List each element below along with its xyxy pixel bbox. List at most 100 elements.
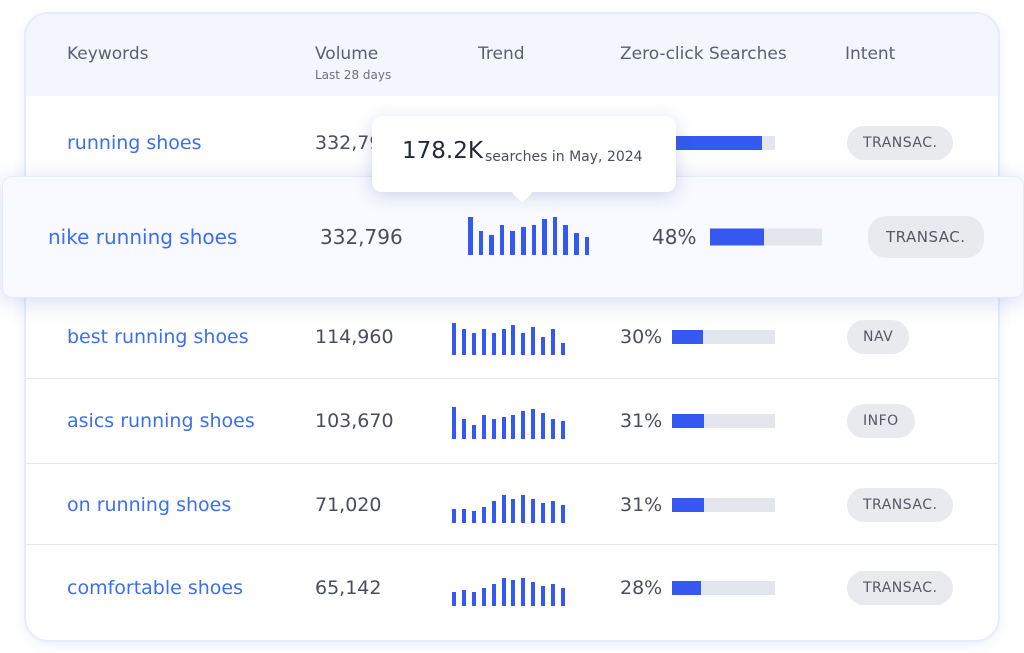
trend-bar [574,233,579,255]
intent-badge: NAV [847,320,910,354]
trend-bar [531,582,536,606]
trend-bar [501,417,506,439]
intent-badge: TRANSAC. [868,216,984,258]
trend-bar [560,421,565,439]
trend-bar [471,511,476,523]
trend-bar [468,217,473,255]
trend-bar [521,333,526,355]
column-header: Volume [315,44,379,64]
tooltip-text: searches in May, 2024 [485,149,643,165]
trend-bar [551,329,555,355]
trend-bar [499,225,505,255]
zero-click-bar [672,136,762,150]
trend-bar [551,419,555,439]
trend-bar [531,327,536,355]
trend-bar [452,323,456,355]
zero-click-bar [672,414,704,428]
trend-bar [501,329,506,355]
table-header: Keywords Volume Last 28 days Trend Zero-… [26,14,998,96]
trend-bar [491,419,496,439]
trend-bar [471,333,476,355]
trend-bar [510,231,515,255]
zero-click-percent: 28% [620,577,663,599]
trend-bar [521,495,526,523]
tooltip-value: 178.2K [402,138,483,164]
column-header: Keywords [67,44,149,64]
trend-bar [452,592,456,606]
trend-bar [491,501,496,523]
zero-click-bar [710,228,764,246]
trend-bar [541,586,546,606]
zero-click-bar [672,498,704,512]
zero-click-percent: 48% [652,225,697,249]
keyword-link[interactable]: comfortable shoes [67,577,244,599]
volume: 65,142 [315,577,382,599]
trend-bar [563,225,568,255]
row-separator [26,463,998,464]
zero-click-percent: 30% [620,326,663,348]
trend-bar [481,507,486,523]
trend-bar [489,235,494,255]
zero-click-bar [672,330,703,344]
volume: 332,796 [320,225,403,249]
trend-bar [452,509,456,523]
trend-bar [560,588,565,606]
trend-bar [471,592,476,606]
trend-bar [521,578,526,606]
volume: 114,960 [315,326,394,348]
trend-bar [491,333,496,355]
intent-badge: TRANSAC. [847,126,954,160]
trend-bar [511,580,516,606]
trend-bar [551,584,555,606]
keyword-link[interactable]: nike running shoes [48,225,238,249]
trend-bar [491,584,496,606]
trend-bar [521,227,526,255]
trend-bar [471,425,476,439]
trend-bar [511,325,516,355]
trend-bar [481,588,486,606]
trend-bar [531,409,536,439]
intent-badge: INFO [847,404,915,438]
keyword-link[interactable]: running shoes [67,132,202,154]
trend-bar [552,217,558,255]
trend-bar [531,225,537,255]
column-header: Zero-click Searches [620,44,787,64]
trend-bar [452,407,456,439]
trend-bar [542,219,547,255]
trend-bar [511,415,516,439]
tooltip: 178.2K searches in May, 2024 [372,116,676,203]
trend-bar [478,231,484,255]
trend-bar [560,505,565,523]
trend-bar [584,237,590,255]
zero-click-percent: 31% [620,494,663,516]
row-separator [26,378,998,379]
trend-bar [501,578,506,606]
trend-bar [481,415,486,439]
trend-bar [531,499,536,523]
trend-bar [461,419,466,439]
column-note: Last 28 days [315,68,392,82]
trend-bar [551,501,555,523]
trend-bar [541,337,546,355]
trend-bar [461,509,466,523]
volume: 71,020 [315,494,382,516]
intent-badge: TRANSAC. [847,488,954,522]
column-header: Intent [845,44,896,64]
volume: 103,670 [315,410,394,432]
keyword-link[interactable]: asics running shoes [67,410,255,432]
trend-bar [560,343,565,355]
keyword-link[interactable]: best running shoes [67,326,249,348]
zero-click-percent: 31% [620,410,663,432]
column-header: Trend [478,44,525,64]
trend-bar [541,413,546,439]
intent-badge: TRANSAC. [847,571,954,605]
row-separator [26,544,998,545]
trend-bar [461,329,466,355]
trend-bar [511,499,516,523]
zero-click-bar [672,581,701,595]
keyword-link[interactable]: on running shoes [67,494,232,516]
trend-bar [521,411,526,439]
trend-bar [541,503,546,523]
trend-bar [481,329,486,355]
